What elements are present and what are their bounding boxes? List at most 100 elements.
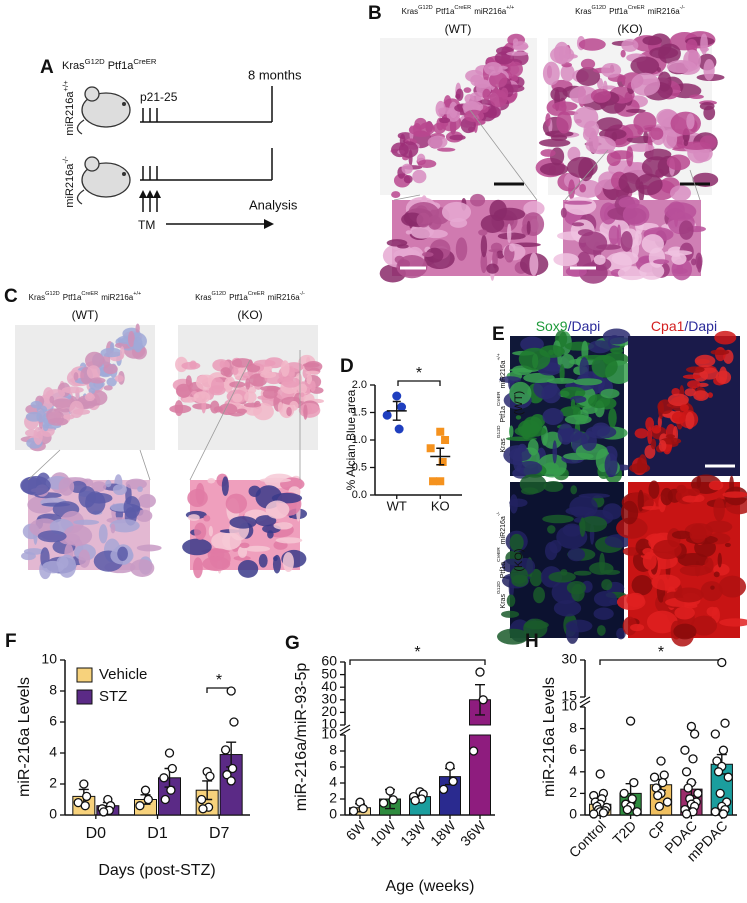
y-tick-label: 6	[49, 713, 57, 729]
tissue-blob	[193, 391, 211, 404]
gene: miR216a	[268, 293, 301, 302]
zoom-line	[469, 109, 538, 201]
tissue-blob	[579, 357, 589, 381]
tissue-blob	[100, 347, 123, 358]
data-point	[720, 718, 730, 728]
tissue-blob	[679, 220, 694, 240]
tissue-blob	[489, 72, 508, 88]
tissue-blob	[130, 559, 155, 577]
tissue-blob	[553, 41, 570, 65]
tissue-blob	[608, 225, 620, 245]
tissue-blob	[649, 46, 679, 59]
mouse-icon	[76, 156, 131, 205]
tissue-blob	[715, 370, 732, 385]
data-point	[196, 794, 207, 805]
tissue-blob	[437, 147, 456, 152]
tissue-blob	[695, 252, 703, 270]
tissue-blob	[232, 393, 243, 403]
tissue-blob	[653, 539, 682, 560]
treatment-label: TM	[138, 218, 155, 232]
tissue-blob	[310, 380, 316, 392]
axis-break	[579, 696, 591, 704]
data-point	[632, 807, 642, 817]
zoom-line	[689, 169, 701, 201]
y-tick-label: 10	[321, 726, 337, 742]
y-tick-label: 0	[569, 806, 577, 822]
tissue-blob	[657, 399, 674, 415]
tissue-blob	[638, 181, 645, 203]
tissue-blob	[470, 91, 484, 102]
significance-label: *	[216, 672, 222, 689]
tissue-blob	[641, 505, 662, 511]
tissue-blob	[616, 627, 626, 640]
data-point	[629, 777, 639, 788]
tissue-blob	[490, 242, 503, 252]
tissue-blob	[556, 110, 572, 134]
tissue-blob	[719, 618, 747, 627]
tissue-blob	[289, 400, 299, 411]
tissue-blob	[408, 125, 422, 135]
tissue-blob	[622, 203, 650, 226]
tissue-blob	[579, 183, 587, 193]
tissue-blob	[578, 493, 611, 499]
tissue-blob	[596, 117, 623, 132]
y-axis-label: % Alcian Blue area	[344, 389, 358, 490]
data-point	[717, 657, 727, 668]
zoom-line	[393, 194, 421, 201]
allele: CreER	[81, 291, 98, 297]
allele: CreER	[496, 547, 502, 562]
tissue-blob	[590, 88, 611, 103]
panel-letter: H	[525, 631, 539, 652]
tissue-blob	[679, 404, 689, 412]
mouse-body	[81, 162, 131, 198]
tissue-blob	[691, 615, 718, 636]
tissue-blob	[189, 360, 197, 369]
tissue-blob	[601, 579, 613, 591]
tissue-blob	[63, 525, 93, 547]
y-tick-label: 8	[569, 719, 577, 735]
tissue-blob	[548, 571, 576, 583]
tissue-blob	[710, 585, 715, 590]
mouse-body	[81, 92, 131, 128]
bar	[469, 699, 491, 816]
tissue-blob	[275, 537, 303, 544]
legend-swatch	[76, 689, 93, 705]
tissue-blob	[651, 574, 681, 591]
data-point	[98, 807, 109, 817]
tissue-blob	[305, 370, 320, 375]
tissue-blob	[529, 252, 539, 276]
tissue-blob	[112, 484, 127, 496]
tissue-blob	[299, 392, 305, 398]
tissue-blob	[682, 374, 701, 380]
data-point	[649, 772, 660, 782]
gene: Kras	[500, 594, 507, 609]
tissue-blob	[233, 555, 251, 561]
data-point	[625, 716, 636, 726]
tissue-blob	[580, 58, 596, 70]
tissue-blob	[480, 251, 488, 274]
tissue-blob	[633, 111, 657, 133]
tissue-blob	[540, 149, 556, 157]
allele: -/-	[680, 5, 685, 11]
tissue-blob	[221, 476, 229, 496]
tissue-blob	[273, 522, 293, 530]
y-tick-label: 2	[569, 784, 577, 800]
tissue-blob	[202, 556, 231, 572]
tissue-blob	[679, 564, 711, 576]
tissue-blob	[643, 130, 649, 144]
tissue-blob	[523, 200, 545, 217]
tissue-blob	[718, 575, 747, 598]
tissue-blob	[564, 196, 597, 216]
data-point	[681, 809, 692, 819]
tissue-blob	[125, 478, 147, 490]
data-point	[475, 667, 485, 677]
tissue-blob	[674, 210, 679, 227]
data-point	[589, 809, 599, 819]
tissue-blob	[620, 49, 626, 58]
tissue-blob	[109, 519, 140, 533]
tissue-blob	[499, 376, 522, 383]
data-point	[713, 767, 724, 777]
tissue-blob	[710, 349, 730, 356]
genotype: miR216a-/-	[61, 156, 76, 208]
